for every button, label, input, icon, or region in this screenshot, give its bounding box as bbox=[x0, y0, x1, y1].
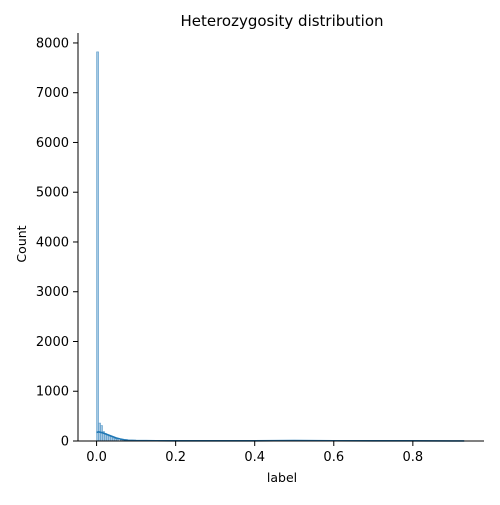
y-tick-label: 3000 bbox=[36, 285, 69, 300]
x-ticks: 0.0 0.2 0.4 0.6 0.8 bbox=[86, 441, 423, 465]
chart-title: Heterozygosity distribution bbox=[180, 12, 383, 30]
kde-line bbox=[97, 432, 465, 441]
y-tick-label: 1000 bbox=[36, 385, 69, 400]
y-tick-label: 4000 bbox=[36, 235, 69, 250]
kde-layer bbox=[97, 432, 465, 441]
axes-layer bbox=[78, 33, 484, 441]
histogram-bar bbox=[97, 52, 99, 441]
x-tick-label: 0.0 bbox=[86, 450, 107, 465]
y-tick-label: 7000 bbox=[36, 86, 69, 101]
y-ticks: 0 1000 2000 3000 4000 5000 6000 7000 8000 bbox=[36, 36, 78, 449]
x-tick-label: 0.6 bbox=[323, 450, 344, 465]
y-tick-label: 5000 bbox=[36, 186, 69, 201]
x-tick-label: 0.2 bbox=[165, 450, 186, 465]
y-axis-label: Count bbox=[14, 225, 29, 262]
x-tick-label: 0.8 bbox=[402, 450, 423, 465]
y-tick-label: 8000 bbox=[36, 36, 69, 51]
x-axis-label: label bbox=[267, 470, 297, 485]
y-tick-label: 2000 bbox=[36, 335, 69, 350]
y-tick-label: 6000 bbox=[36, 136, 69, 151]
y-tick-label: 0 bbox=[61, 435, 69, 450]
bars-layer bbox=[97, 52, 467, 441]
x-tick-label: 0.4 bbox=[244, 450, 265, 465]
